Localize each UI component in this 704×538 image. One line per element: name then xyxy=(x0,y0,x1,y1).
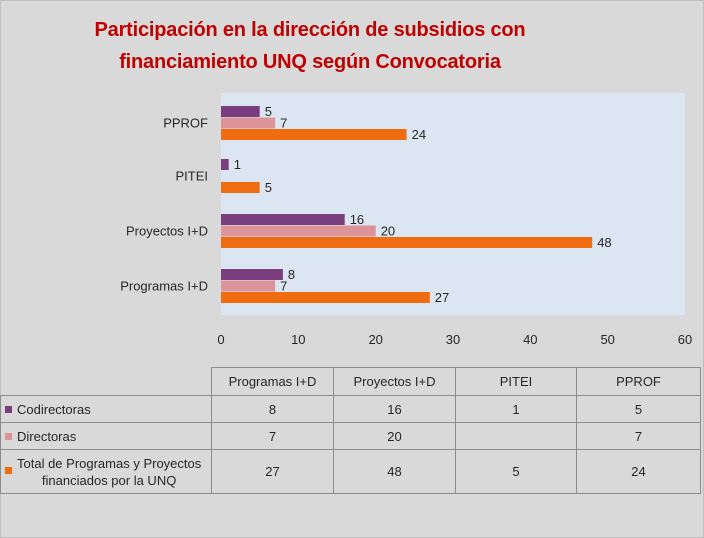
table-cell xyxy=(455,422,577,450)
category-label: Proyectos I+D xyxy=(126,224,208,239)
x-tick-label: 40 xyxy=(523,332,537,347)
table-corner xyxy=(0,367,212,396)
x-tick-label: 30 xyxy=(446,332,460,347)
table-header-cell: Proyectos I+D xyxy=(333,367,456,396)
chart-title: Participación en la dirección de subsidi… xyxy=(60,14,560,78)
table-cell: 48 xyxy=(333,449,456,494)
table-cell: 16 xyxy=(333,395,456,423)
data-label: 24 xyxy=(412,127,426,142)
data-label: 5 xyxy=(265,180,272,195)
table-row-total: Total de Programas y Proyectos financiado… xyxy=(0,449,701,494)
bar xyxy=(221,117,276,129)
legend-key-codirectoras xyxy=(5,405,12,413)
table-cell: 27 xyxy=(211,449,334,494)
legend-key-directoras xyxy=(5,432,12,440)
chart-title-line-1: Participación en la dirección de subsidi… xyxy=(94,19,526,41)
row-label-text: Directoras xyxy=(17,428,77,444)
table-header-cell: PITEI xyxy=(455,367,577,396)
data-label: 16 xyxy=(350,212,364,227)
x-tick-label: 60 xyxy=(678,332,692,347)
data-label: 48 xyxy=(597,235,611,250)
table-cell: 7 xyxy=(211,422,334,450)
row-label-line-1: Total de Programas y Proyectos xyxy=(17,455,202,471)
data-label: 1 xyxy=(234,157,241,172)
data-label: 20 xyxy=(381,224,395,239)
category-label: PITEI xyxy=(175,169,208,184)
table-cell: 5 xyxy=(576,395,701,423)
table-cell: 8 xyxy=(211,395,334,423)
legend-key-total xyxy=(5,467,12,474)
table-header-cell: Programas I+D xyxy=(211,367,334,396)
category-label: Programas I+D xyxy=(120,279,208,294)
table-row-label: Directoras xyxy=(0,422,212,450)
x-tick-label: 50 xyxy=(600,332,614,347)
x-tick-label: 20 xyxy=(368,332,382,347)
data-label: 7 xyxy=(280,279,287,294)
table-row-codirectoras: Codirectoras 8 16 1 5 xyxy=(0,395,701,423)
table-row-directoras: Directoras 7 20 7 xyxy=(0,422,701,450)
bar xyxy=(221,280,276,292)
x-tick-label: 10 xyxy=(291,332,305,347)
bar xyxy=(221,237,593,248)
data-label: 5 xyxy=(265,104,272,119)
table-cell: 5 xyxy=(455,449,577,494)
bar xyxy=(221,182,260,193)
bar xyxy=(221,269,283,280)
x-tick-label: 0 xyxy=(217,332,224,347)
bar xyxy=(221,129,407,140)
table-cell: 20 xyxy=(333,422,456,450)
table-cell: 7 xyxy=(576,422,701,450)
bar xyxy=(221,292,430,303)
data-label: 7 xyxy=(280,116,287,131)
data-label: 27 xyxy=(435,290,449,305)
data-label: 8 xyxy=(288,267,295,282)
table-cell: 24 xyxy=(576,449,701,494)
data-table: Programas I+D Proyectos I+D PITEI PPROF … xyxy=(0,367,701,494)
bar xyxy=(221,225,376,237)
chart-title-line-2: financiamiento UNQ según Convocatoria xyxy=(119,51,501,73)
table-row-label: Codirectoras xyxy=(0,395,212,423)
row-label-text: Codirectoras xyxy=(17,401,91,417)
table-row-label: Total de Programas y Proyectos financiado… xyxy=(0,449,212,494)
table-header-row: Programas I+D Proyectos I+D PITEI PPROF xyxy=(0,367,701,396)
bar xyxy=(221,106,260,117)
category-label: PPROF xyxy=(163,116,208,131)
bar xyxy=(221,214,345,225)
row-label-line-2: financiados por la UNQ xyxy=(41,472,177,488)
table-cell: 1 xyxy=(455,395,577,423)
table-header-cell: PPROF xyxy=(576,367,701,396)
bar xyxy=(221,159,229,170)
